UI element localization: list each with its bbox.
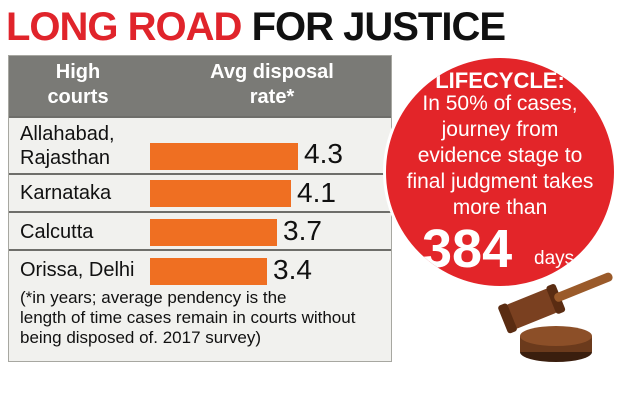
table-row: Karnataka 4.1	[9, 173, 391, 213]
row-label: Orissa, Delhi	[20, 259, 135, 281]
bar-calcutta	[150, 219, 277, 246]
table-row: Allahabad, Rajasthan 4.3	[9, 116, 391, 175]
callout-unit: days	[534, 248, 575, 269]
col-header-courts: High courts	[47, 61, 109, 108]
value-label: 4.3	[304, 138, 343, 169]
title-part-1: LONG ROAD	[6, 5, 242, 49]
col-header-rate: Avg disposal rate*	[210, 61, 334, 108]
lifecycle-callout: LIFECYCLE: In 50% of cases, journey from…	[383, 55, 617, 289]
row-label: Karnataka	[20, 182, 112, 204]
row-label: Allahabad, Rajasthan	[20, 123, 115, 169]
row-label: Calcutta	[20, 221, 94, 243]
title-part-2: FOR JUSTICE	[251, 5, 506, 49]
callout-number: 384	[422, 219, 513, 279]
callout-heading: LIFECYCLE:	[435, 68, 565, 93]
bar-allahabad-rajasthan	[150, 143, 298, 170]
bar-karnataka	[150, 180, 291, 207]
page-title: LONG ROAD FOR JUSTICE	[6, 2, 506, 52]
value-label: 3.7	[283, 215, 322, 246]
value-label: 3.4	[273, 254, 312, 285]
bar-orissa-delhi	[150, 258, 267, 285]
table-row: Orissa, Delhi 3.4	[9, 249, 391, 288]
table-header: High courts Avg disposal rate*	[9, 56, 391, 116]
gavel-icon	[498, 272, 613, 362]
value-label: 4.1	[297, 177, 336, 208]
table-row: Calcutta 3.7	[9, 211, 391, 251]
chart-panel: High courts Avg disposal rate* Allahabad…	[8, 55, 392, 362]
callout-text: In 50% of cases, journey from evidence s…	[406, 92, 594, 219]
footnote: (*in years; average pendency is the leng…	[20, 288, 356, 347]
